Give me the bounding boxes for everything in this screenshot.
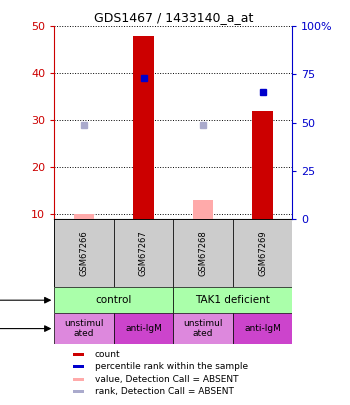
Text: GSM67267: GSM67267 [139, 230, 148, 276]
Text: GSM67266: GSM67266 [79, 230, 89, 276]
Bar [173, 219, 233, 288]
Bar [73, 390, 84, 393]
Bar [74, 214, 95, 219]
Bar [193, 200, 214, 219]
Text: unstimul
ated: unstimul ated [64, 319, 104, 338]
Bar [54, 288, 173, 313]
Text: TAK1 deficient: TAK1 deficient [195, 295, 270, 305]
Bar [133, 36, 154, 219]
Text: control: control [96, 295, 132, 305]
Bar [73, 353, 84, 356]
Bar [233, 313, 292, 344]
Text: anti-IgM: anti-IgM [125, 324, 162, 333]
Text: GSM67269: GSM67269 [258, 230, 267, 276]
Bar [114, 219, 173, 288]
Text: value, Detection Call = ABSENT: value, Detection Call = ABSENT [95, 375, 238, 384]
Bar [54, 313, 114, 344]
Bar [173, 288, 292, 313]
Text: rank, Detection Call = ABSENT: rank, Detection Call = ABSENT [95, 387, 233, 396]
Bar [73, 365, 84, 369]
Bar [54, 219, 114, 288]
Text: percentile rank within the sample: percentile rank within the sample [95, 362, 248, 371]
Bar [252, 111, 273, 219]
Bar [173, 313, 233, 344]
Bar [233, 219, 292, 288]
Text: unstimul
ated: unstimul ated [183, 319, 223, 338]
Text: count: count [95, 350, 120, 359]
Text: anti-IgM: anti-IgM [244, 324, 281, 333]
Bar [114, 313, 173, 344]
Title: GDS1467 / 1433140_a_at: GDS1467 / 1433140_a_at [93, 11, 253, 24]
Text: GSM67268: GSM67268 [198, 230, 208, 276]
Bar [73, 378, 84, 381]
